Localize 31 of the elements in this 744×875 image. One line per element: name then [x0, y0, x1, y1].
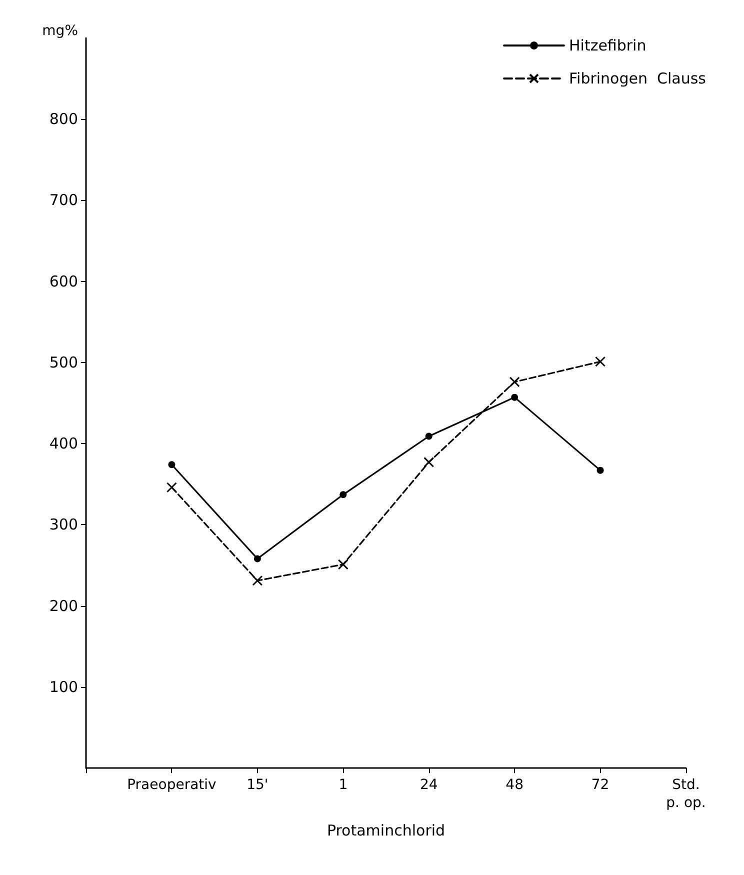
y-tick-label: 100 [49, 678, 78, 696]
y-tick-label: 600 [49, 272, 78, 290]
point [252, 575, 263, 586]
point [340, 491, 347, 498]
x-tick-label: 15' [246, 777, 268, 793]
point [424, 456, 434, 468]
x-tick-label: Praeoperativ [127, 777, 216, 793]
point [425, 432, 432, 440]
x-tick-label: 72 [591, 777, 610, 793]
point [166, 482, 177, 493]
x-tick-label: 1 [338, 777, 348, 793]
legend-label: Hitzefibrin [568, 36, 646, 54]
point [254, 555, 261, 562]
y-tick-label: 800 [49, 110, 78, 128]
x-tick-label: 24 [420, 777, 438, 793]
point [168, 461, 176, 468]
point [511, 394, 518, 401]
point [338, 559, 348, 570]
y-tick-label: 700 [49, 191, 78, 210]
y-axis-title: mg% [42, 23, 78, 39]
y-tick-label: 200 [49, 596, 78, 615]
legend-label: Fibrinogen Clauss [568, 70, 706, 88]
y-tick-label: 300 [49, 516, 78, 534]
x-tick-label: Std. p. op. [666, 777, 706, 811]
x-axis-title: Protaminchlorid [326, 822, 446, 840]
point [596, 466, 604, 474]
y-tick-label: 500 [49, 353, 78, 372]
y-tick-label: 400 [49, 434, 78, 453]
point [595, 356, 606, 367]
point [509, 376, 520, 388]
x-tick-label: 48 [506, 777, 524, 793]
